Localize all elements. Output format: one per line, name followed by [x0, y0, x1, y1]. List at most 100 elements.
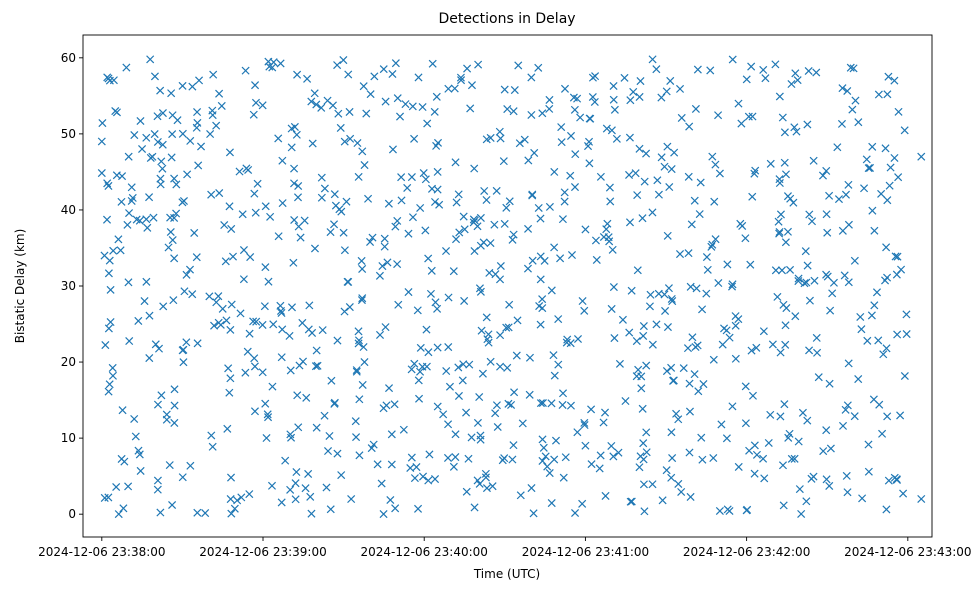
data-point [648, 340, 657, 349]
data-point [581, 441, 590, 450]
x-tick-label: 2024-12-06 23:39:00 [199, 545, 326, 559]
data-point [370, 72, 379, 81]
data-point [536, 275, 545, 284]
data-point [158, 140, 167, 149]
data-point [166, 213, 175, 222]
data-point [825, 379, 834, 388]
data-point [269, 58, 278, 67]
data-point [125, 336, 134, 346]
data-point [291, 479, 300, 488]
data-point [652, 65, 661, 74]
data-point [893, 330, 902, 339]
data-point [870, 301, 879, 310]
data-point [435, 200, 444, 209]
data-point [383, 258, 392, 267]
data-point [168, 236, 177, 245]
data-point [258, 320, 267, 329]
data-point [881, 144, 890, 153]
data-point [569, 93, 578, 102]
data-point [547, 286, 556, 295]
data-point [381, 97, 390, 106]
data-point [632, 337, 641, 346]
data-point [714, 279, 723, 288]
data-point [728, 402, 737, 411]
data-point [759, 454, 768, 463]
data-point [795, 485, 804, 494]
data-point [747, 62, 756, 71]
y-tick-label: 60 [61, 51, 76, 65]
data-point [665, 183, 674, 192]
data-point [596, 451, 605, 460]
data-point [277, 498, 286, 507]
data-point [620, 73, 629, 82]
data-point [792, 127, 801, 136]
data-point [326, 228, 335, 237]
data-point [819, 447, 828, 456]
data-point [188, 290, 197, 299]
data-point [775, 178, 784, 188]
data-point [508, 455, 517, 464]
data-point [509, 107, 518, 116]
data-point [312, 346, 321, 355]
data-point [840, 271, 849, 280]
data-point [352, 367, 361, 376]
data-point [900, 126, 909, 135]
data-point [783, 227, 792, 236]
data-point [156, 86, 165, 95]
data-point [149, 213, 158, 222]
data-point [781, 238, 790, 247]
data-point [567, 251, 577, 260]
x-tick-label: 2024-12-06 23:38:00 [38, 545, 165, 559]
data-point [711, 160, 720, 169]
data-point [433, 343, 442, 352]
data-point [607, 304, 616, 313]
data-point [875, 400, 884, 409]
data-point [560, 84, 570, 93]
data-point [172, 209, 181, 218]
data-point [557, 123, 566, 132]
data-point [588, 73, 597, 82]
data-point [626, 497, 635, 506]
data-point [503, 363, 512, 372]
data-point [530, 148, 539, 157]
data-point [629, 87, 638, 96]
data-point [408, 102, 417, 111]
data-point [227, 224, 236, 233]
data-point [663, 231, 672, 240]
data-point [793, 76, 802, 85]
data-point [538, 295, 547, 304]
data-point [430, 107, 439, 116]
data-point [424, 348, 433, 357]
data-point [858, 494, 867, 503]
data-point [833, 143, 842, 152]
data-point [268, 382, 277, 391]
data-point [416, 203, 425, 213]
data-point [723, 260, 732, 269]
data-point [418, 102, 427, 112]
data-point [359, 342, 368, 352]
data-point [571, 150, 580, 159]
data-point [470, 503, 479, 512]
data-point [303, 74, 312, 83]
data-point [379, 404, 388, 413]
data-point [625, 328, 634, 337]
data-point [482, 313, 491, 322]
data-point [298, 318, 307, 327]
data-point [780, 158, 789, 167]
data-point [668, 297, 677, 306]
data-point [169, 296, 178, 305]
data-point [157, 391, 166, 400]
data-point [625, 170, 634, 179]
data-point [431, 298, 440, 307]
data-point [510, 86, 519, 95]
data-point [508, 235, 517, 244]
data-point [346, 134, 355, 143]
data-point [863, 336, 872, 345]
data-point [451, 453, 460, 462]
data-point [573, 428, 582, 437]
data-point [178, 81, 187, 90]
data-point [225, 388, 234, 397]
data-point [750, 169, 759, 178]
data-point [108, 363, 117, 372]
data-point [734, 462, 743, 471]
